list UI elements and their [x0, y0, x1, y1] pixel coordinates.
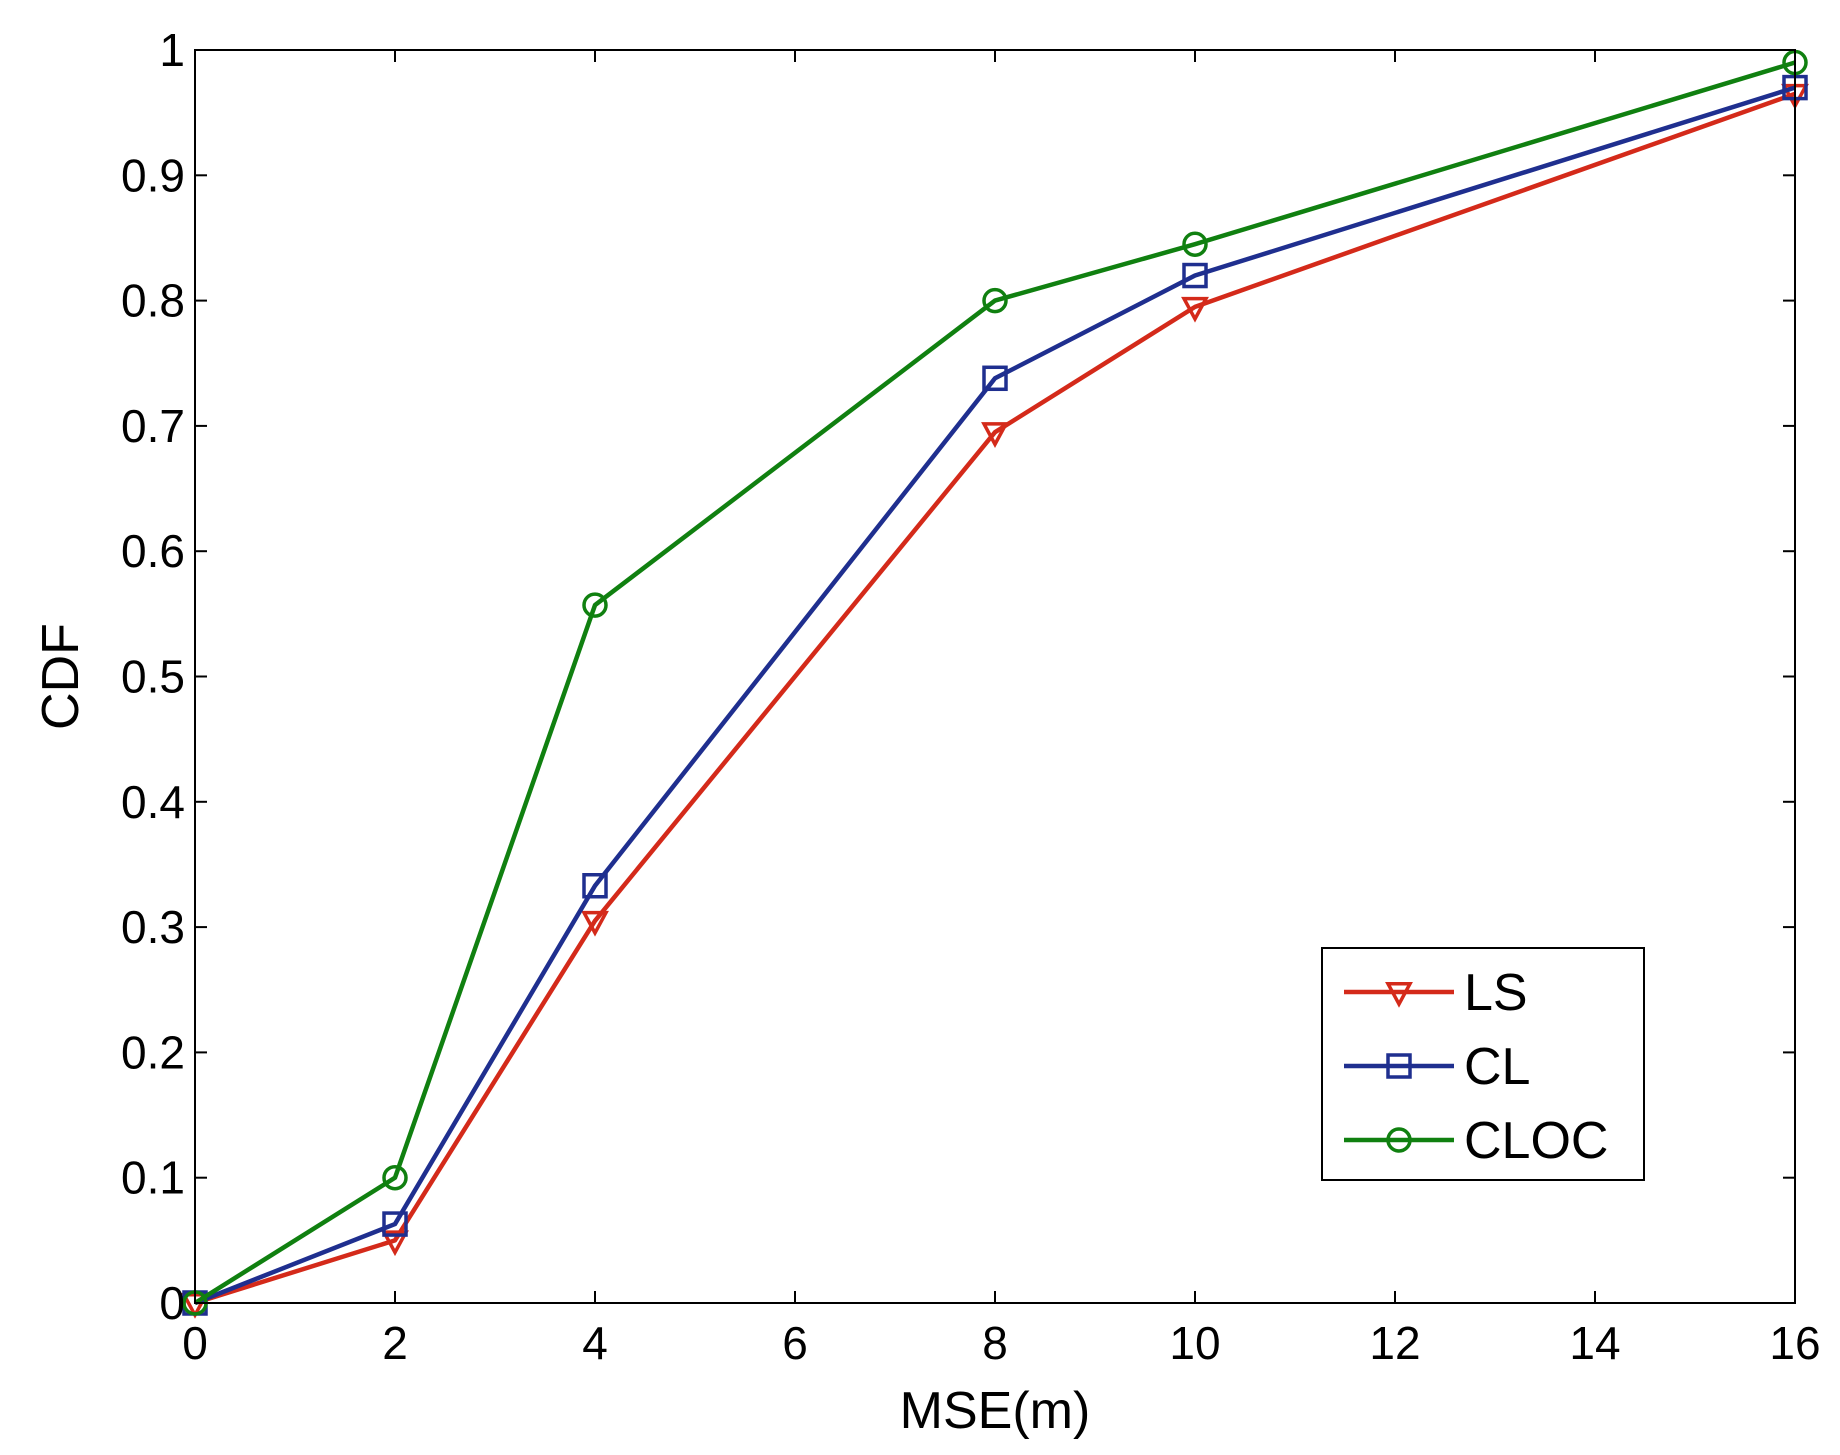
y-tick-label: 0.2 — [121, 1026, 185, 1078]
y-axis-label: CDF — [32, 623, 90, 730]
legend-marker-cl — [1386, 1053, 1412, 1079]
series-line-cl — [194, 85, 1796, 1306]
x-tick-label: 0 — [182, 1317, 208, 1369]
legend-entry-cl: CL — [1344, 1038, 1530, 1096]
data-point-cl — [1182, 262, 1208, 289]
data-point-cloc — [1182, 231, 1208, 257]
legend-label-cloc: CLOC — [1464, 1112, 1608, 1170]
series-line-ls — [194, 91, 1796, 1306]
x-tick-label: 12 — [1369, 1317, 1420, 1369]
ticks-layer: 0 2 4 6 8 10 12 14 16 0 0.1 0.2 0.3 0.4 0.5 0.6 0.7 0.8 0.… — [121, 24, 1821, 1369]
y-tick-label: 0.6 — [121, 525, 185, 577]
y-tick-label: 0.3 — [121, 901, 185, 953]
legend-label-ls: LS — [1464, 964, 1528, 1022]
data-point-cloc — [582, 592, 608, 618]
series-line-cloc — [193, 60, 1796, 1305]
y-tick-label: 0.7 — [121, 400, 185, 452]
data-point-ls — [381, 1230, 409, 1257]
series-ls — [181, 83, 1809, 1319]
legend-marker-cloc — [1386, 1127, 1412, 1153]
legend-marker-ls — [1385, 982, 1413, 1008]
y-tick-label: 0.8 — [121, 275, 185, 327]
data-point-cl — [982, 365, 1008, 392]
data-point-cl — [382, 1211, 408, 1237]
x-tick-label: 8 — [982, 1317, 1008, 1369]
data-point-cloc — [982, 287, 1008, 314]
y-tick-label: 1 — [159, 24, 185, 76]
data-point-ls — [981, 422, 1009, 448]
series-layer — [181, 49, 1809, 1319]
x-axis-label: MSE(m) — [900, 1382, 1091, 1440]
y-tick-label: 0.1 — [121, 1152, 185, 1204]
x-tick-label: 4 — [582, 1317, 608, 1369]
x-tick-label: 6 — [782, 1317, 808, 1369]
y-tick-label: 0 — [159, 1277, 185, 1329]
legend-entry-ls: LS — [1344, 964, 1528, 1022]
y-tick-label: 0.5 — [121, 651, 185, 703]
data-point-cloc — [382, 1164, 408, 1191]
legend-label-cl: CL — [1464, 1038, 1530, 1096]
legend: LS CL CLOC — [1321, 947, 1645, 1181]
x-tick-label: 16 — [1769, 1317, 1820, 1369]
y-tick-label: 0.9 — [121, 149, 185, 201]
data-point-cl — [582, 873, 608, 899]
legend-entry-cloc: CLOC — [1344, 1112, 1608, 1170]
x-tick-label: 14 — [1569, 1317, 1620, 1369]
data-point-ls — [581, 910, 609, 937]
x-tick-label: 10 — [1169, 1317, 1220, 1369]
data-point-ls — [1181, 296, 1209, 323]
x-tick-label: 2 — [382, 1317, 408, 1369]
y-tick-label: 0.4 — [121, 776, 185, 828]
